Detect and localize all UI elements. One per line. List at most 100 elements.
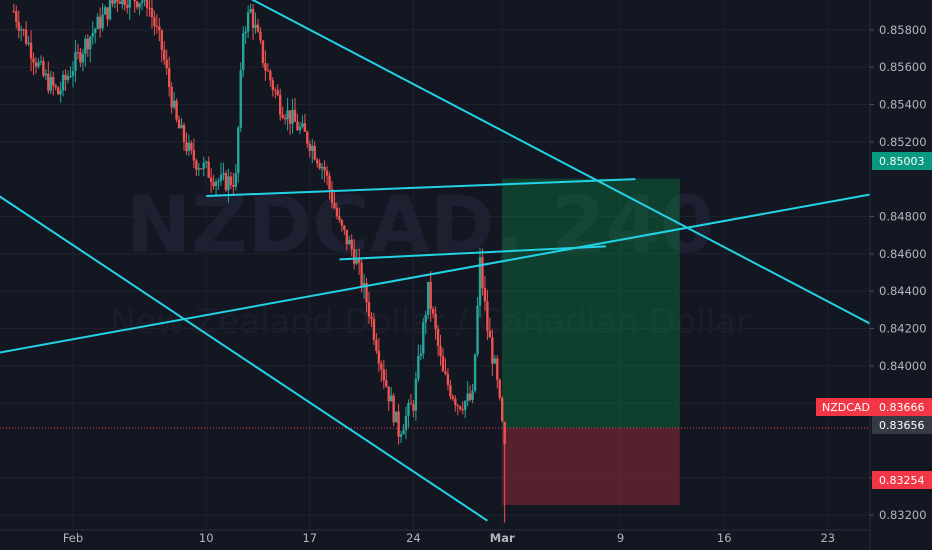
candle-body-32 <box>91 32 94 37</box>
candle-body-150 <box>382 369 385 381</box>
candle-body-85 <box>222 173 225 175</box>
candle-body-167 <box>424 314 427 323</box>
candle-body-34 <box>96 16 99 30</box>
candle-body-82 <box>214 181 218 187</box>
ytick-label-11: 0.83200 <box>879 508 927 522</box>
candle-body-163 <box>414 379 418 411</box>
candle-body-186 <box>471 390 474 400</box>
candle-body-181 <box>459 406 462 410</box>
ytick-label-0: 0.85800 <box>879 23 927 37</box>
candle-body-180 <box>456 405 459 407</box>
candle-body-28 <box>81 54 85 63</box>
candle-body-97 <box>251 8 255 28</box>
symbol-name-label: NZDCAD <box>822 401 870 414</box>
candle-body-51 <box>138 3 141 8</box>
candle-body-154 <box>392 395 395 423</box>
candle-body-174 <box>441 355 445 372</box>
candle-body-56 <box>150 8 154 18</box>
candle-body-197 <box>498 379 501 398</box>
xtick-label-5: 9 <box>617 531 624 545</box>
candle-body-57 <box>153 17 156 26</box>
candle-body-160 <box>407 403 410 416</box>
current-price-label: 0.83666 <box>879 401 925 414</box>
candle-body-190 <box>481 257 484 288</box>
candle-body-94 <box>244 31 247 34</box>
candle-body-90 <box>234 173 237 187</box>
candle-body-162 <box>412 404 415 411</box>
xtick-label-6: 16 <box>717 531 732 545</box>
candle-body-64 <box>170 86 173 108</box>
candle-body-62 <box>165 59 168 69</box>
candle-body-3 <box>20 29 23 31</box>
time-axis[interactable]: Feb 10 17 24 Mar 9 16 23 <box>0 529 870 545</box>
candle-body-39 <box>108 0 112 20</box>
stop-loss-label: 0.83254 <box>879 474 925 487</box>
candle-body-21 <box>64 74 67 80</box>
candle-body-63 <box>168 68 171 87</box>
candle-body-151 <box>385 380 388 387</box>
candle-body-106 <box>274 89 277 91</box>
candle-body-196 <box>496 358 499 380</box>
candle-body-169 <box>429 281 432 309</box>
candle-body-183 <box>464 401 467 411</box>
candle-body-10 <box>37 62 40 67</box>
candle-body-70 <box>185 142 188 152</box>
candle-body-12 <box>42 61 45 76</box>
candle-body-59 <box>158 26 161 31</box>
ytick-label-4: 0.84800 <box>879 209 927 223</box>
trendline-ascending-support <box>0 193 873 354</box>
long-position-tool[interactable] <box>502 178 680 505</box>
candle-body-148 <box>377 350 381 364</box>
candle-body-123 <box>316 159 319 164</box>
candle-body-193 <box>488 330 492 338</box>
price-axis[interactable]: 0.85800 0.85600 0.85400 0.85200 0.84800 0.846… <box>869 0 932 550</box>
candle-body-33 <box>94 29 97 33</box>
candle-body-121 <box>311 145 314 151</box>
trendline-upper-descending-channel <box>250 0 873 326</box>
candlesticks <box>12 0 506 523</box>
candle-body-195 <box>493 358 496 364</box>
xtick-label-1: 10 <box>199 531 214 545</box>
candle-body-26 <box>76 52 80 54</box>
candle-body-147 <box>375 339 378 351</box>
candle-body-99 <box>256 24 260 32</box>
take-profit-label: 0.85003 <box>879 155 925 168</box>
candle-body-108 <box>279 94 282 115</box>
xtick-label-7: 23 <box>820 531 835 545</box>
candle-body-96 <box>249 8 252 13</box>
candle-body-0 <box>12 11 15 13</box>
candle-body-18 <box>57 87 60 95</box>
candle-body-100 <box>259 31 262 41</box>
candle-body-71 <box>187 142 191 152</box>
stop-loss-badge <box>872 471 932 489</box>
candle-body-125 <box>320 166 324 169</box>
candle-body-45 <box>123 0 126 6</box>
candle-body-107 <box>276 90 279 95</box>
candle-body-44 <box>121 0 124 5</box>
trendline-resistance-lower <box>339 245 606 261</box>
ytick-label-6: 0.84400 <box>879 284 927 298</box>
price-axis-background <box>870 0 932 550</box>
candle-body-158 <box>402 430 405 435</box>
candle-body-95 <box>246 12 250 32</box>
candle-body-16 <box>52 77 55 86</box>
candle-body-182 <box>461 409 464 411</box>
xtick-label-4: Mar <box>490 531 515 545</box>
trendlines[interactable] <box>0 0 873 522</box>
candle-body-7 <box>29 42 33 59</box>
candle-body-134 <box>343 225 346 230</box>
candle-body-61 <box>163 49 166 60</box>
candle-body-198 <box>501 397 504 422</box>
candle-body-115 <box>296 121 299 131</box>
candle-body-69 <box>182 124 186 143</box>
trendline-lower-descending-channel <box>0 195 488 522</box>
candle-body-119 <box>306 131 309 144</box>
candle-body-46 <box>126 5 129 8</box>
candle-body-172 <box>436 328 440 346</box>
ytick-label-7: 0.84200 <box>879 321 927 335</box>
candle-body-143 <box>365 282 368 303</box>
ytick-label-8: 0.84000 <box>879 359 927 373</box>
candle-body-58 <box>155 25 159 27</box>
candle-body-73 <box>192 149 196 161</box>
